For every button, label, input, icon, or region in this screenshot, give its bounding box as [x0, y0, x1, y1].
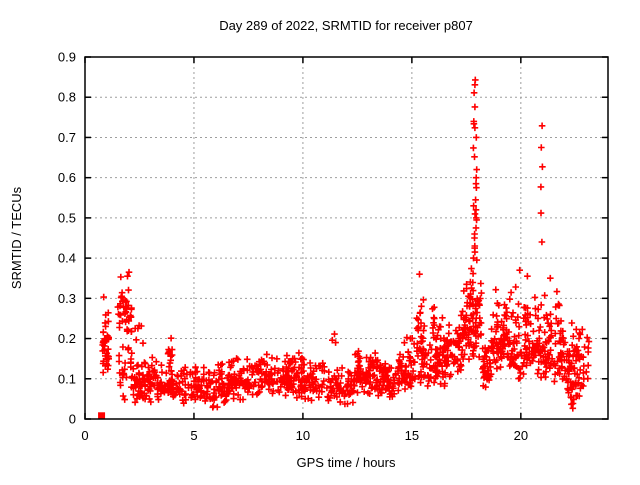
y-tick-label: 0.5: [58, 210, 76, 225]
y-tick-label: 0.3: [58, 291, 76, 306]
square-marker: [98, 412, 106, 420]
x-tick-label: 0: [81, 428, 88, 443]
chart-title: Day 289 of 2022, SRMTID for receiver p80…: [219, 18, 473, 33]
x-tick-label: 20: [514, 428, 528, 443]
y-tick-label: 0.8: [58, 90, 76, 105]
y-axis-label: SRMTID / TECUs: [9, 186, 24, 289]
axis-ticks: [84, 56, 608, 420]
x-axis-label: GPS time / hours: [297, 455, 396, 470]
y-tick-label: 0.6: [58, 170, 76, 185]
y-tick-label: 0.7: [58, 130, 76, 145]
x-tick-label: 15: [405, 428, 419, 443]
data-points: [98, 76, 593, 420]
axis-tick-labels: 0 5 10 15 20 0 0.1 0.2 0.3 0.4 0.5 0.6 0.7 0.8 0.9: [58, 50, 528, 444]
y-tick-label: 0.4: [58, 251, 76, 266]
x-tick-label: 5: [190, 428, 197, 443]
y-tick-label: 0.2: [58, 331, 76, 346]
y-tick-label: 0.1: [58, 371, 76, 386]
plot-border: [84, 56, 609, 420]
y-tick-label: 0: [69, 412, 76, 427]
x-tick-label: 10: [296, 428, 310, 443]
scatter-plus-markers: [99, 76, 593, 412]
y-tick-label: 0.9: [58, 50, 76, 65]
